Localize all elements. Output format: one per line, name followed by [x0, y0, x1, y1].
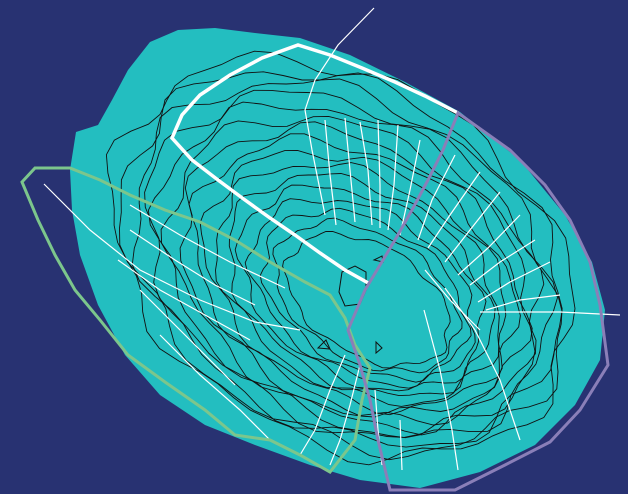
- contour-line: [272, 217, 463, 374]
- flow-line: [117, 259, 251, 341]
- region-north-boundary[interactable]: [169, 43, 459, 286]
- flow-line: [417, 154, 456, 241]
- flow-line: [159, 334, 271, 441]
- contour-line: [259, 207, 472, 383]
- flow-line: [299, 354, 346, 456]
- summit-contour: [375, 340, 383, 355]
- contour-line: [131, 78, 563, 448]
- contour-line: [199, 150, 507, 416]
- flow-line: [329, 364, 361, 466]
- flow-line: [387, 124, 399, 231]
- flow-line: [43, 183, 301, 331]
- contour-line: [147, 101, 545, 439]
- contour-line: [144, 89, 558, 438]
- flow-line: [377, 119, 381, 228]
- flow-line: [427, 171, 481, 249]
- flow-line: [399, 419, 403, 471]
- flow-line: [444, 287, 521, 441]
- flow-line: [423, 309, 459, 471]
- contour-line: [228, 173, 496, 397]
- contour-line: [119, 71, 563, 461]
- flow-line: [457, 214, 521, 276]
- flow-line: [129, 204, 286, 289]
- region-east-boundary[interactable]: [346, 110, 610, 492]
- flow-line: [424, 269, 481, 331]
- flow-line: [477, 261, 551, 303]
- contour-line: [244, 198, 476, 389]
- flow-line: [359, 121, 373, 226]
- flow-line: [399, 139, 421, 236]
- summit-contour: [316, 339, 331, 350]
- contour-line: [105, 50, 576, 466]
- flow-line: [304, 7, 375, 216]
- flow-line: [324, 119, 337, 226]
- flow-line: [344, 117, 356, 223]
- flow-line: [139, 289, 236, 386]
- contour-line: [160, 115, 537, 436]
- contour-line: [282, 231, 451, 369]
- flow-line: [469, 239, 536, 286]
- contour-line: [234, 184, 487, 392]
- radial-flow-lines: [43, 7, 621, 471]
- flow-line: [129, 229, 256, 306]
- flow-line: [485, 294, 561, 311]
- flow-line: [444, 191, 501, 263]
- island-landmass: [70, 28, 605, 488]
